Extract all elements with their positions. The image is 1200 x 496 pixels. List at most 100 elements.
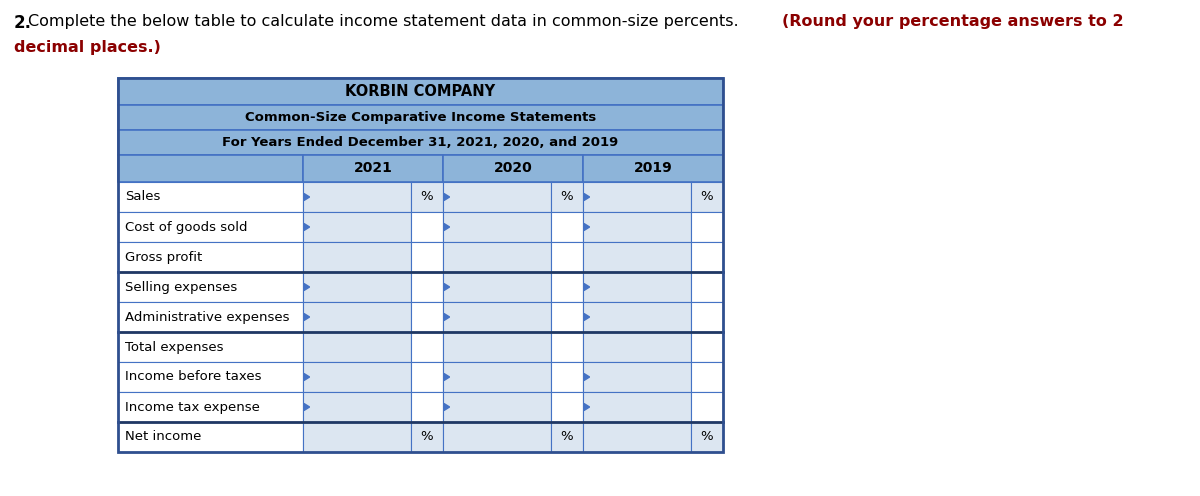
Text: 2019: 2019: [634, 162, 672, 176]
Text: KORBIN COMPANY: KORBIN COMPANY: [346, 84, 496, 99]
Bar: [118, 78, 722, 452]
Bar: [691, 212, 722, 242]
Polygon shape: [444, 284, 450, 291]
Bar: [118, 155, 302, 182]
Bar: [691, 182, 722, 212]
Bar: [410, 392, 443, 422]
Polygon shape: [304, 284, 310, 291]
Polygon shape: [444, 404, 450, 411]
Bar: [118, 272, 302, 302]
Bar: [302, 302, 410, 332]
Bar: [410, 272, 443, 302]
Text: %: %: [560, 190, 574, 203]
Bar: [118, 242, 302, 272]
Text: %: %: [701, 431, 713, 443]
Bar: [410, 242, 443, 272]
Polygon shape: [584, 193, 589, 200]
Bar: [691, 272, 722, 302]
Bar: [551, 242, 583, 272]
Text: Cost of goods sold: Cost of goods sold: [125, 221, 247, 234]
Text: Administrative expenses: Administrative expenses: [125, 310, 289, 323]
Text: Gross profit: Gross profit: [125, 250, 203, 263]
Polygon shape: [584, 373, 589, 380]
Text: 2.: 2.: [14, 14, 32, 32]
Text: %: %: [701, 190, 713, 203]
Bar: [691, 332, 722, 362]
Bar: [443, 422, 551, 452]
Bar: [118, 362, 302, 392]
Bar: [583, 242, 691, 272]
Bar: [443, 155, 583, 182]
Bar: [302, 362, 410, 392]
Bar: [118, 182, 302, 212]
Bar: [443, 272, 551, 302]
Bar: [410, 362, 443, 392]
Bar: [118, 302, 302, 332]
Text: Total expenses: Total expenses: [125, 340, 223, 354]
Text: decimal places.): decimal places.): [14, 40, 161, 55]
Text: %: %: [560, 431, 574, 443]
Bar: [443, 242, 551, 272]
Bar: [691, 362, 722, 392]
Bar: [410, 302, 443, 332]
Text: 2020: 2020: [493, 162, 533, 176]
Text: Income before taxes: Income before taxes: [125, 371, 262, 383]
Polygon shape: [304, 224, 310, 231]
Bar: [410, 212, 443, 242]
Text: Selling expenses: Selling expenses: [125, 281, 238, 294]
Text: For Years Ended December 31, 2021, 2020, and 2019: For Years Ended December 31, 2021, 2020,…: [222, 136, 619, 149]
Bar: [410, 182, 443, 212]
Bar: [583, 212, 691, 242]
Bar: [551, 422, 583, 452]
Bar: [443, 392, 551, 422]
Bar: [583, 302, 691, 332]
Bar: [691, 242, 722, 272]
Polygon shape: [444, 313, 450, 320]
Bar: [551, 362, 583, 392]
Text: Common-Size Comparative Income Statements: Common-Size Comparative Income Statement…: [245, 111, 596, 124]
Bar: [118, 212, 302, 242]
Polygon shape: [444, 224, 450, 231]
Bar: [551, 302, 583, 332]
Bar: [410, 422, 443, 452]
Bar: [302, 242, 410, 272]
Bar: [551, 272, 583, 302]
Bar: [410, 332, 443, 362]
Text: 2021: 2021: [354, 162, 392, 176]
Bar: [443, 302, 551, 332]
Bar: [583, 422, 691, 452]
Bar: [118, 105, 722, 130]
Bar: [443, 182, 551, 212]
Bar: [118, 78, 722, 105]
Bar: [583, 332, 691, 362]
Text: %: %: [421, 431, 433, 443]
Polygon shape: [584, 313, 589, 320]
Bar: [302, 155, 443, 182]
Bar: [551, 182, 583, 212]
Text: (Round your percentage answers to 2: (Round your percentage answers to 2: [782, 14, 1123, 29]
Bar: [302, 182, 410, 212]
Bar: [583, 272, 691, 302]
Bar: [443, 212, 551, 242]
Bar: [551, 332, 583, 362]
Bar: [443, 362, 551, 392]
Polygon shape: [584, 284, 589, 291]
Bar: [118, 130, 722, 155]
Bar: [691, 422, 722, 452]
Bar: [118, 422, 302, 452]
Text: Net income: Net income: [125, 431, 202, 443]
Bar: [551, 212, 583, 242]
Polygon shape: [584, 404, 589, 411]
Polygon shape: [584, 224, 589, 231]
Polygon shape: [444, 193, 450, 200]
Bar: [443, 332, 551, 362]
Bar: [302, 422, 410, 452]
Polygon shape: [304, 313, 310, 320]
Polygon shape: [444, 373, 450, 380]
Text: %: %: [421, 190, 433, 203]
Polygon shape: [304, 404, 310, 411]
Bar: [551, 392, 583, 422]
Text: Income tax expense: Income tax expense: [125, 400, 260, 414]
Polygon shape: [304, 373, 310, 380]
Bar: [302, 332, 410, 362]
